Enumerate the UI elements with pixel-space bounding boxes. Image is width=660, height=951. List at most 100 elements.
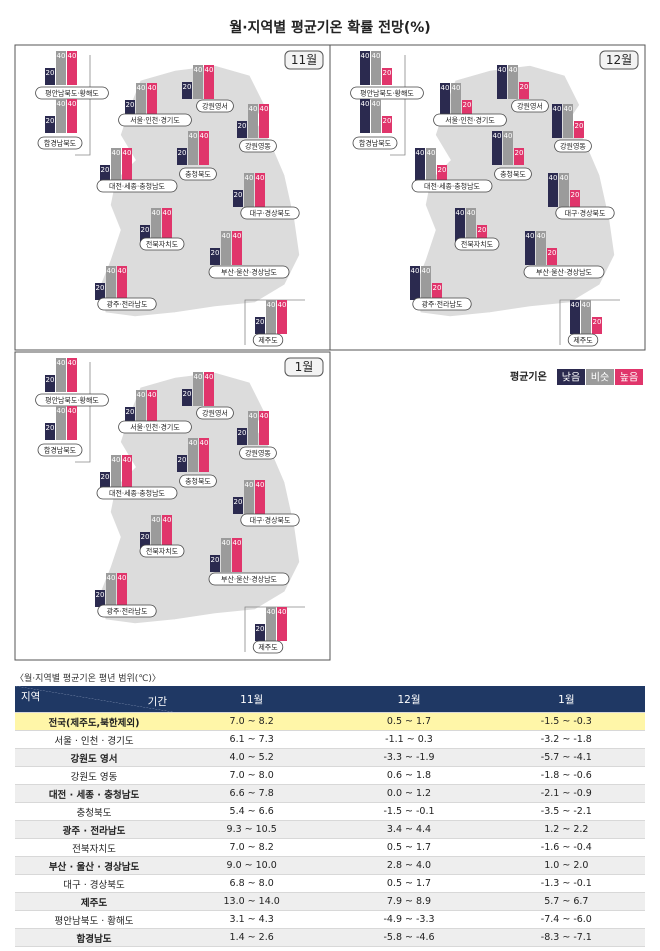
probability-bar	[259, 411, 269, 445]
legend-swatch	[586, 369, 614, 385]
bar-value-label: 40	[509, 66, 518, 74]
table-row: 제주도 13.0 ~ 14.0 7.9 ~ 8.9 5.7 ~ 6.7	[15, 892, 645, 911]
bar-value-label: 20	[46, 117, 55, 125]
probability-bar	[232, 538, 242, 572]
probability-bar	[382, 68, 392, 85]
bar-value-label: 20	[575, 122, 584, 130]
range-cell: -3.5 ~ -2.1	[487, 802, 645, 821]
region-label: 대전·세종·충청남도	[109, 182, 166, 191]
probability-bar	[360, 99, 370, 133]
region-label-box	[118, 113, 192, 127]
region-label-box	[567, 333, 599, 347]
range-cell: 0.5 ~ 1.7	[330, 712, 488, 731]
bar-value-label: 20	[520, 83, 529, 91]
bar-value-label: 40	[267, 608, 276, 616]
region-label-box	[494, 167, 532, 181]
bar-value-label: 20	[178, 149, 187, 157]
table-row: 강원도 영서 4.0 ~ 5.2 -3.3 ~ -1.9 -5.7 ~ -4.1	[15, 748, 645, 767]
inset-line	[559, 299, 620, 345]
region-label-box	[208, 572, 290, 586]
region-label: 대구·경상북도	[250, 516, 291, 525]
region-label: 평안남북도·황해도	[360, 89, 414, 98]
probability-bar	[151, 515, 161, 549]
region-label: 서울·인천·경기도	[130, 423, 180, 432]
probability-bar	[100, 472, 110, 489]
probability-bar	[182, 389, 192, 406]
probability-bar	[244, 173, 254, 207]
probability-bar	[371, 99, 381, 133]
probability-bar	[360, 51, 370, 85]
probability-bar	[95, 590, 105, 607]
normal-range-table: 지역 기간 11월 12월 1월 전국(제주도,북한제외) 7.0 ~ 8.2 0.5 ~ 1…	[15, 686, 645, 947]
range-cell: 5.7 ~ 6.7	[487, 892, 645, 911]
bar-value-label: 40	[152, 516, 161, 524]
bar-value-label: 40	[416, 149, 425, 157]
region-label-box	[454, 237, 500, 251]
bar-value-label: 40	[205, 373, 214, 381]
bar-value-label: 40	[137, 84, 146, 92]
probability-bar	[248, 104, 258, 138]
bar-value-label: 40	[582, 301, 591, 309]
region-label-box	[240, 206, 300, 220]
range-cell: 13.0 ~ 14.0	[173, 892, 331, 911]
bar-value-label: 40	[152, 209, 161, 217]
probability-bar	[248, 411, 258, 445]
table-row: 전북자치도 7.0 ~ 8.2 0.5 ~ 1.7 -1.6 ~ -0.4	[15, 838, 645, 857]
probability-bar	[525, 231, 535, 265]
legend-label: 높음	[620, 372, 638, 384]
region-label-box	[411, 179, 493, 193]
bar-value-label: 40	[493, 132, 502, 140]
probability-bar	[574, 121, 584, 138]
probability-bar	[426, 148, 436, 182]
probability-bar	[519, 82, 529, 99]
region-label: 부산·울산·경상남도	[221, 268, 278, 277]
region-label-box	[239, 446, 277, 460]
bar-value-label: 40	[163, 209, 172, 217]
bar-value-label: 40	[245, 174, 254, 182]
region-label-box	[196, 99, 234, 113]
probability-bar	[204, 372, 214, 406]
bar-value-label: 40	[549, 174, 558, 182]
region-label-box	[350, 86, 424, 100]
bar-value-label: 40	[200, 439, 209, 447]
bar-value-label: 20	[183, 83, 192, 91]
region-label-box	[139, 544, 185, 558]
region-label: 함경남북도	[44, 139, 77, 148]
bar-value-label: 40	[564, 105, 573, 113]
region-label-box	[252, 333, 284, 347]
region-label: 제주도	[573, 337, 593, 345]
probability-bar	[421, 266, 431, 300]
bar-value-label: 20	[234, 191, 243, 199]
probability-bar	[410, 266, 420, 300]
range-cell: -1.6 ~ -0.4	[487, 838, 645, 857]
bar-value-label: 40	[107, 574, 116, 582]
bar-value-label: 20	[238, 429, 247, 437]
header-month: 11월	[173, 686, 331, 713]
table-row: 대전 · 세종 · 충청남도 6.6 ~ 7.8 0.0 ~ 1.2 -2.1 ~ -…	[15, 784, 645, 803]
region-label-box	[433, 113, 507, 127]
probability-bar	[233, 190, 243, 207]
bar-value-label: 40	[526, 232, 535, 240]
region-label-box	[555, 206, 615, 220]
range-cell: -4.9 ~ -3.3	[330, 910, 488, 929]
probability-bar	[440, 83, 450, 117]
bar-value-label: 20	[593, 318, 602, 326]
bar-value-label: 40	[422, 267, 431, 275]
probability-bar	[492, 131, 502, 165]
region-label: 전북자치도	[146, 240, 179, 249]
bar-value-label: 20	[141, 533, 150, 541]
probability-bar	[177, 455, 187, 472]
range-cell: -1.5 ~ -0.1	[330, 802, 488, 821]
bar-value-label: 40	[107, 267, 116, 275]
probability-bar	[147, 83, 157, 117]
region-cell: 광주 · 전라남도	[15, 820, 173, 839]
bar-value-label: 40	[163, 516, 172, 524]
bar-value-label: 20	[383, 117, 392, 125]
probability-bar	[497, 65, 507, 99]
probability-bar	[570, 300, 580, 334]
probability-bar	[508, 65, 518, 99]
probability-bar	[193, 372, 203, 406]
bar-value-label: 20	[256, 625, 265, 633]
probability-bar	[56, 406, 66, 440]
